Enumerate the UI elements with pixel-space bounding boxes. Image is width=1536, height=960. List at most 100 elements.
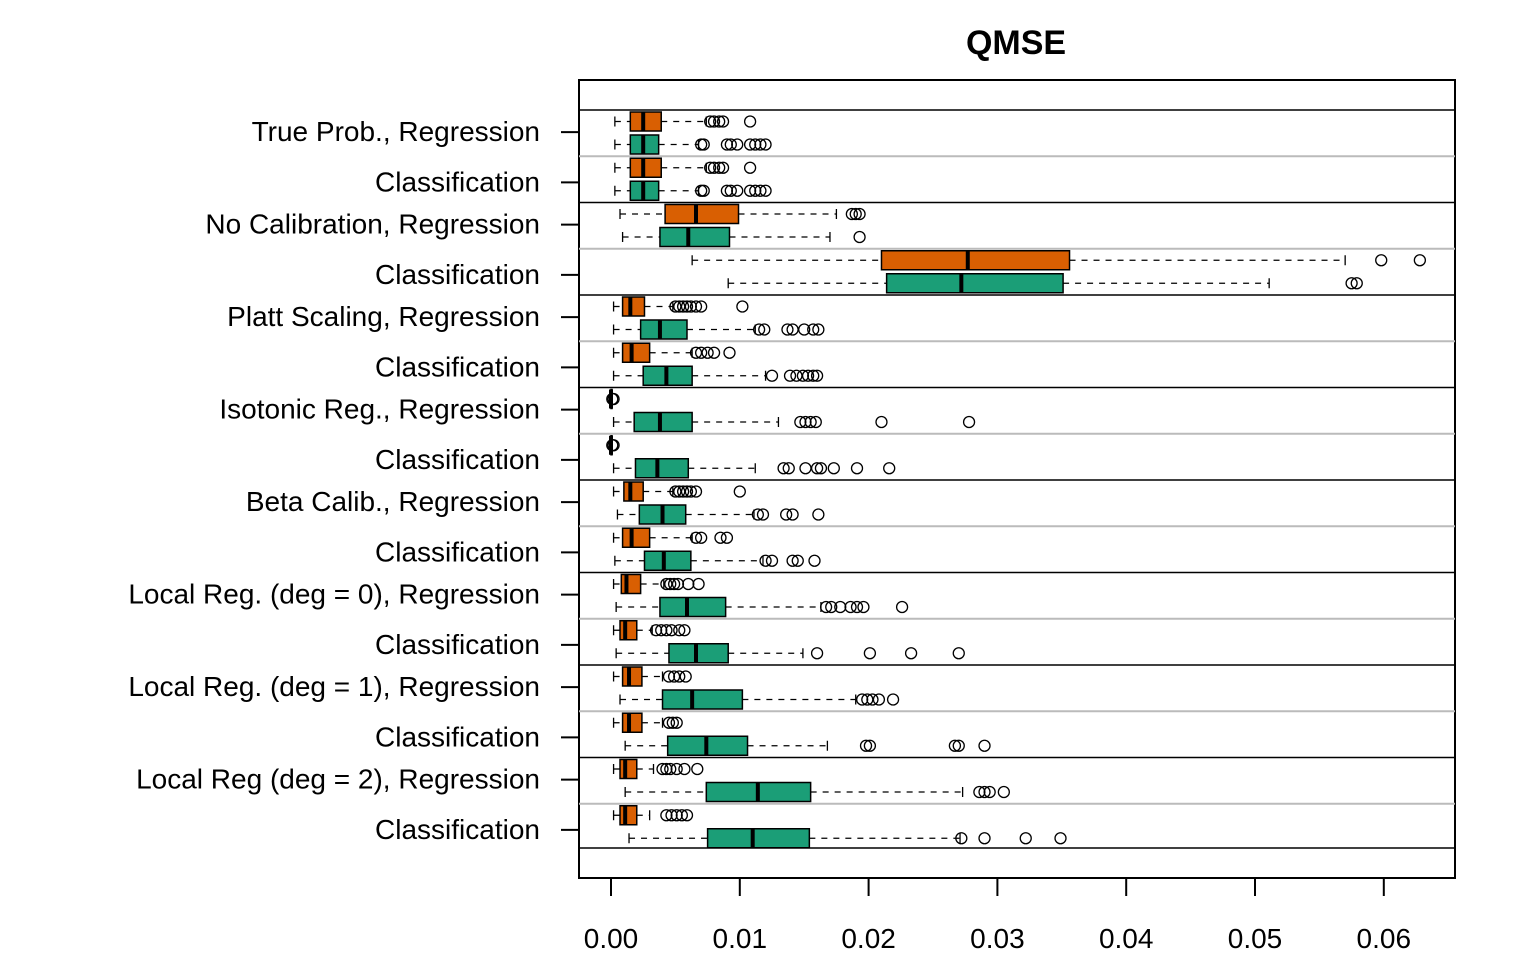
outlier-point bbox=[834, 600, 847, 614]
outlier-point bbox=[720, 138, 734, 151]
outlier-point bbox=[670, 762, 683, 776]
outlier-point bbox=[660, 624, 673, 637]
outlier-point bbox=[807, 323, 820, 336]
outlier-point bbox=[689, 300, 703, 313]
outlier-point bbox=[786, 508, 799, 521]
outlier-point bbox=[714, 531, 727, 544]
outlier-point bbox=[810, 647, 824, 660]
outlier-point bbox=[695, 346, 708, 359]
outlier-point bbox=[751, 508, 764, 521]
classification-box bbox=[661, 689, 744, 710]
x-tick-label: 0.05 bbox=[1228, 923, 1283, 954]
x-tick-label: 0.00 bbox=[584, 923, 639, 954]
classification-box bbox=[706, 828, 811, 849]
regression-box bbox=[619, 620, 638, 641]
outlier-point bbox=[799, 415, 812, 429]
y-group-label: Classification bbox=[375, 166, 540, 197]
regression-box bbox=[619, 805, 638, 826]
x-tick-label: 0.01 bbox=[713, 923, 768, 954]
outlier-point bbox=[759, 138, 772, 151]
outlier-point bbox=[695, 531, 708, 544]
outlier-point bbox=[875, 415, 888, 429]
regression-box bbox=[629, 111, 662, 132]
outlier-point bbox=[886, 693, 900, 706]
y-group-label: Classification bbox=[375, 536, 540, 567]
outlier-point bbox=[844, 600, 857, 614]
outlier-point bbox=[1019, 832, 1032, 845]
outlier-point bbox=[678, 762, 691, 776]
outlier-point bbox=[812, 323, 825, 336]
x-tick-label: 0.04 bbox=[1099, 923, 1154, 954]
outlier-point bbox=[695, 300, 708, 313]
y-group-label: Local Reg (deg = 2), Regression bbox=[136, 764, 540, 795]
outlier-point bbox=[664, 577, 677, 591]
outlier-point bbox=[791, 554, 804, 567]
outlier-point bbox=[743, 138, 757, 151]
outlier-point bbox=[671, 577, 685, 591]
outlier-point bbox=[689, 485, 703, 498]
outlier-point bbox=[660, 762, 673, 776]
outlier-point bbox=[707, 115, 721, 128]
outlier-point bbox=[765, 554, 779, 567]
outlier-point bbox=[866, 693, 879, 706]
outlier-point bbox=[749, 138, 762, 151]
regression-box bbox=[621, 527, 651, 548]
outlier-point bbox=[978, 739, 991, 752]
outlier-point bbox=[676, 485, 690, 498]
classification-box bbox=[668, 643, 729, 664]
outlier-point bbox=[801, 369, 815, 382]
outlier-point bbox=[731, 184, 744, 197]
outlier-point bbox=[810, 369, 824, 382]
regression-box bbox=[664, 203, 740, 225]
regression-box bbox=[621, 296, 646, 317]
outlier-point bbox=[704, 115, 717, 128]
classification-box bbox=[643, 550, 692, 571]
outlier-point bbox=[701, 346, 714, 359]
outlier-point bbox=[724, 138, 737, 151]
outlier-point bbox=[978, 832, 991, 845]
regression-box bbox=[619, 758, 638, 780]
outlier-point bbox=[780, 508, 793, 521]
outlier-point bbox=[720, 184, 734, 197]
classification-box bbox=[639, 319, 688, 340]
outlier-point bbox=[807, 369, 820, 382]
outlier-point bbox=[697, 184, 710, 197]
outlier-point bbox=[853, 230, 866, 244]
outlier-point bbox=[952, 647, 965, 660]
outlier-point bbox=[759, 554, 772, 567]
outlier-point bbox=[665, 809, 678, 822]
outlier-point bbox=[783, 369, 797, 382]
outlier-point bbox=[827, 462, 840, 475]
plot-frame bbox=[578, 79, 1456, 879]
outlier-point bbox=[754, 138, 767, 151]
x-tick-label: 0.03 bbox=[970, 923, 1025, 954]
outlier-point bbox=[952, 739, 965, 752]
outlier-point bbox=[666, 716, 679, 729]
outlier-point bbox=[678, 624, 691, 637]
outlier-point bbox=[997, 785, 1010, 799]
outlier-point bbox=[819, 600, 833, 614]
outlier-point bbox=[680, 485, 694, 498]
outlier-point bbox=[804, 415, 817, 429]
y-group-label: Isotonic Reg., Regression bbox=[219, 394, 540, 425]
outlier-point bbox=[680, 300, 694, 313]
outlier-point bbox=[895, 600, 909, 614]
regression-box bbox=[621, 342, 651, 363]
outlier-point bbox=[799, 462, 812, 475]
y-group-label: No Calibration, Regression bbox=[205, 209, 540, 240]
outlier-point bbox=[731, 138, 744, 151]
outlier-point bbox=[743, 161, 757, 174]
y-group-label: Classification bbox=[375, 629, 540, 660]
outlier-point bbox=[692, 577, 705, 591]
outlier-point bbox=[756, 508, 770, 521]
outlier-point bbox=[662, 716, 676, 729]
outlier-point bbox=[713, 161, 726, 174]
outlier-point bbox=[704, 161, 717, 174]
outlier-point bbox=[883, 462, 896, 475]
regression-box bbox=[620, 573, 642, 595]
regression-box bbox=[629, 157, 662, 178]
outlier-point bbox=[743, 115, 757, 128]
outlier-point bbox=[716, 115, 730, 128]
outlier-point bbox=[697, 138, 710, 151]
outlier-point bbox=[794, 415, 807, 429]
